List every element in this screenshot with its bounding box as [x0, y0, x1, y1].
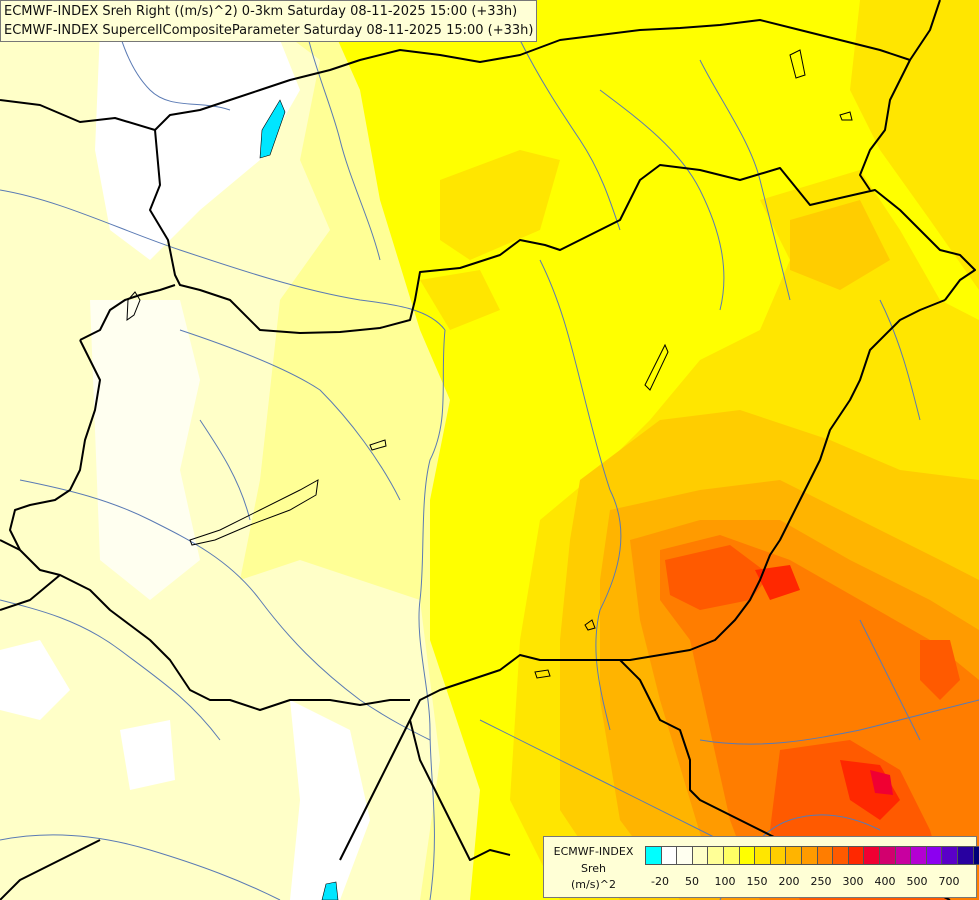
- legend-swatch: [879, 846, 896, 865]
- legend-tick-label: 200: [778, 875, 800, 888]
- legend-swatch: [676, 846, 693, 865]
- legend-tick-label: 500: [906, 875, 928, 888]
- color-legend: ECMWF-INDEX Sreh (m/s)^2 -20 50 100 150 200 2…: [543, 836, 979, 898]
- legend-swatch: [972, 846, 979, 865]
- legend-swatch: [941, 846, 958, 865]
- legend-swatch: [847, 846, 865, 865]
- legend-swatch: [754, 846, 771, 865]
- legend-swatch: [738, 846, 756, 865]
- legend-swatch: [957, 846, 974, 865]
- legend-swatch: [723, 846, 740, 865]
- legend-tick-label: -20: [651, 875, 669, 888]
- legend-swatch: [832, 846, 849, 865]
- title-line-scp: ECMWF-INDEX SupercellCompositeParameter …: [4, 23, 534, 38]
- title-line-sreh: ECMWF-INDEX Sreh Right ((m/s)^2) 0-3km S…: [4, 4, 518, 19]
- legend-swatch: [816, 846, 834, 865]
- legend-swatch: [707, 846, 724, 865]
- legend-tick-label: 100: [714, 875, 736, 888]
- legend-swatch: [785, 846, 802, 865]
- legend-swatch: [660, 846, 678, 865]
- lakes: [259, 99, 339, 900]
- legend-swatch: [769, 846, 787, 865]
- legend-swatch: [925, 846, 943, 865]
- legend-swatch: [691, 846, 709, 865]
- legend-tick-label: 50: [685, 875, 699, 888]
- water-outlines: [126, 49, 853, 679]
- legend-model-label: ECMWF-INDEX: [553, 845, 634, 858]
- legend-tick-label: 300: [842, 875, 864, 888]
- legend-variable-label: Sreh: [580, 862, 606, 875]
- legend-swatch: [910, 846, 927, 865]
- legend-tick-label: 400: [874, 875, 896, 888]
- legend-swatch: [863, 846, 880, 865]
- legend-unit-label: (m/s)^2: [571, 878, 616, 891]
- legend-tick-label: 250: [810, 875, 832, 888]
- legend-tick-label: 700: [938, 875, 960, 888]
- map-title-box: ECMWF-INDEX Sreh Right ((m/s)^2) 0-3km S…: [0, 0, 537, 42]
- legend-swatch: [894, 846, 912, 865]
- legend-swatch: [801, 846, 818, 865]
- legend-swatch: [645, 846, 662, 865]
- legend-tick-label: 150: [746, 875, 768, 888]
